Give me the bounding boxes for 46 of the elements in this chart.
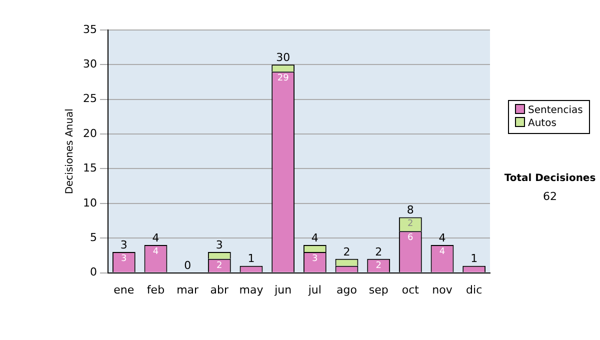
- total-label: 8: [406, 204, 414, 217]
- x-tick-label: may: [239, 283, 264, 296]
- data-label: 4: [152, 246, 159, 257]
- x-tick-label: feb: [146, 283, 165, 296]
- total-label: 1: [470, 252, 478, 266]
- x-tick-label: ago: [336, 283, 358, 296]
- x-tick-label: nov: [432, 283, 453, 296]
- legend-label: Autos: [527, 117, 558, 130]
- x-tick-label: jun: [274, 283, 292, 296]
- text: Total Decisiones: [503, 172, 597, 186]
- total-label: 2: [375, 245, 382, 258]
- data-label: 2: [216, 260, 222, 271]
- y-tick-label: 10: [82, 196, 97, 210]
- x-tick-label: sep: [368, 283, 388, 296]
- data-label: 3: [312, 254, 318, 264]
- y-tick-label: 20: [82, 126, 97, 140]
- data-label: 3: [121, 254, 127, 264]
- total-label: 3: [216, 238, 223, 252]
- x-tick-label: jul: [307, 283, 322, 296]
- y-axis-title: Decisiones Anual: [64, 108, 76, 194]
- data-label: 2: [376, 260, 382, 271]
- total-label: 3: [120, 238, 128, 252]
- total-label: 0: [184, 259, 192, 272]
- total-label: 1: [248, 252, 255, 266]
- total-label: 30: [276, 51, 290, 64]
- x-tick-label: ene: [114, 283, 134, 296]
- total-label: 2: [343, 245, 350, 258]
- legend-label: Sentencias: [527, 104, 583, 117]
- x-tick-label: abr: [210, 283, 230, 296]
- y-tick-label: 35: [82, 22, 97, 36]
- total-label: 4: [152, 231, 160, 244]
- x-tick-label: oct: [402, 283, 420, 296]
- y-tick-label: 25: [82, 92, 97, 106]
- text: 62: [542, 189, 558, 205]
- x-tick-label: dic: [466, 283, 482, 296]
- y-tick-label: 30: [82, 58, 97, 71]
- data-label: 29: [277, 73, 290, 84]
- data-label: 6: [408, 233, 414, 244]
- data-label: 2: [408, 219, 414, 230]
- y-tick-label: 15: [82, 162, 97, 175]
- total-label: 4: [438, 231, 446, 244]
- data-label: 4: [439, 246, 446, 257]
- y-tick-label: 0: [90, 266, 97, 279]
- total-label: 4: [311, 231, 318, 244]
- x-tick-label: mar: [176, 283, 200, 296]
- y-tick-label: 5: [90, 230, 97, 244]
